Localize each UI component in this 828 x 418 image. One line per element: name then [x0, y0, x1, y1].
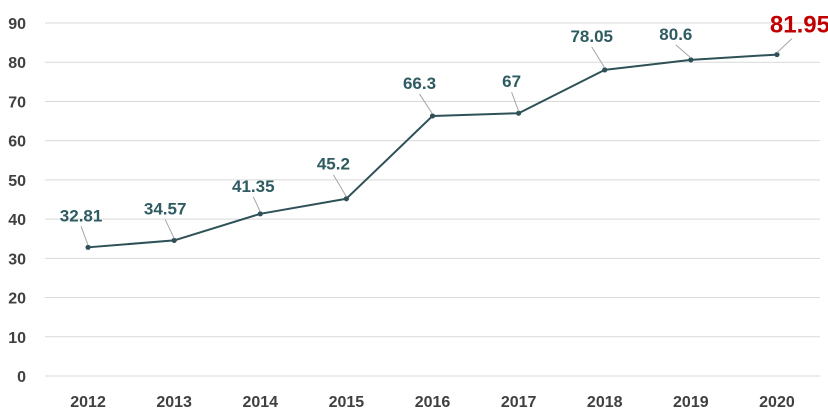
- leader-line: [332, 174, 347, 197]
- data-point: [774, 51, 780, 58]
- x-tick-label: 2017: [501, 394, 537, 411]
- data-label: 67: [502, 72, 521, 91]
- x-axis: 2012 2013 2014 2015 2016 2017 2018 2019 2020: [70, 394, 795, 411]
- leader-line: [511, 92, 520, 112]
- y-tick-label: 10: [8, 330, 26, 347]
- y-tick-label: 60: [8, 134, 26, 151]
- data-point: [85, 244, 91, 250]
- data-point: [343, 196, 349, 202]
- leader-line: [776, 38, 793, 53]
- data-label: 80.6: [659, 25, 692, 44]
- data-label: 34.57: [144, 199, 187, 218]
- data-point: [602, 67, 608, 73]
- data-label: 78.05: [570, 27, 613, 46]
- y-axis: 0 10 20 30 40 50 60 70 80 90: [8, 16, 26, 386]
- data-point: [257, 211, 263, 217]
- y-tick-label: 80: [8, 55, 26, 72]
- data-label: 32.81: [60, 206, 103, 225]
- data-point: [429, 113, 436, 119]
- y-tick-label: 50: [8, 173, 26, 190]
- y-tick-label: 70: [8, 94, 26, 111]
- y-tick-label: 40: [8, 212, 26, 229]
- data-label: 45.2: [317, 155, 350, 174]
- data-point: [516, 110, 522, 116]
- data-label: 66.3: [403, 74, 436, 93]
- leader-line: [252, 196, 261, 213]
- x-tick-label: 2012: [70, 394, 106, 411]
- x-tick-label: 2015: [329, 394, 365, 411]
- x-tick-label: 2014: [242, 394, 278, 411]
- data-point: [688, 57, 694, 63]
- y-tick-label: 30: [8, 251, 26, 268]
- y-tick-label: 20: [8, 291, 26, 308]
- series: [85, 51, 780, 250]
- x-tick-label: 2020: [759, 394, 795, 411]
- data-labels: 32.81 34.57 41.35 45.2 66.3 67 78.05 80.6 81.95: [60, 12, 828, 246]
- data-point: [171, 237, 177, 244]
- x-tick-label: 2019: [673, 394, 709, 411]
- x-tick-label: 2018: [587, 394, 623, 411]
- x-tick-label: 2016: [415, 394, 451, 411]
- y-tick-label: 0: [17, 369, 26, 386]
- leader-line: [419, 93, 433, 115]
- y-tick-label: 90: [8, 16, 26, 33]
- data-label: 41.35: [232, 177, 275, 196]
- leader-line: [164, 219, 175, 239]
- leader-line: [675, 44, 692, 59]
- gridlines: [45, 22, 820, 377]
- data-label-highlight: 81.95: [770, 12, 828, 39]
- leader-line: [80, 226, 89, 246]
- leader-line: [591, 46, 606, 69]
- x-tick-label: 2013: [156, 394, 192, 411]
